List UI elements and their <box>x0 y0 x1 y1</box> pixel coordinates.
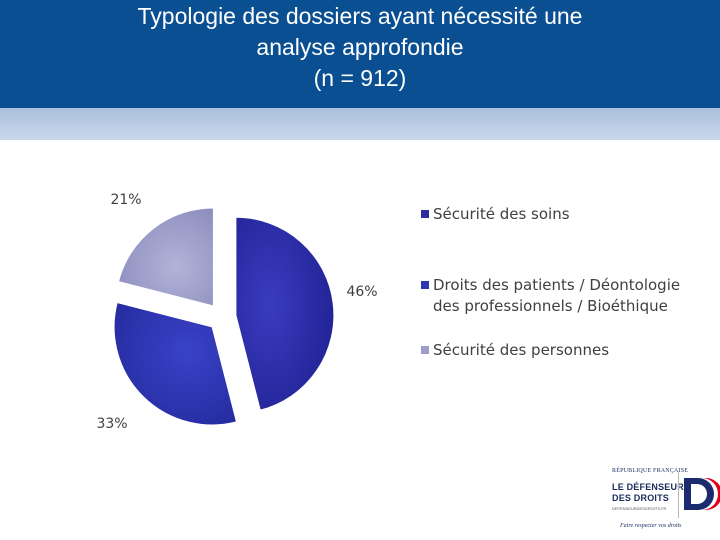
logo-divider <box>678 472 679 518</box>
legend-label-2-line-1: Droits des patients / Déontologie <box>433 276 680 294</box>
legend-swatch-1 <box>421 210 429 218</box>
defenseur-des-droits-logo: RÉPUBLIQUE FRANÇAISE LE DÉFENSEUR DES DR… <box>608 462 720 540</box>
legend-swatch-2 <box>421 281 429 289</box>
title-line-1: Typologie des dossiers ayant nécessité u… <box>137 3 583 29</box>
legend-label-3-line-1: Sécurité des personnes <box>433 341 609 359</box>
logo-tagline: Faire respecter vos droits <box>620 523 682 529</box>
logo-republique-francaise: RÉPUBLIQUE FRANÇAISE <box>612 468 689 474</box>
header-band <box>0 108 720 140</box>
title-line-2: analyse approfondie <box>256 34 464 60</box>
legend-label-2-line-2: des professionnels / Bioéthique <box>433 297 668 315</box>
slide-title: Typologie des dossiers ayant nécessité u… <box>0 0 720 94</box>
slice-label-2: 33% <box>96 416 127 432</box>
logo-url: DEFENSEURDESDROITS.FR <box>612 506 667 511</box>
title-line-3: (n = 912) <box>313 65 407 91</box>
logo-name-line-1: LE DÉFENSEUR <box>612 482 684 492</box>
slice-label-1: 46% <box>346 284 377 300</box>
pie-chart: 46% 33% 21% Sécurité des soins Droits des p… <box>96 192 680 432</box>
title-header <box>0 0 720 108</box>
pie-slice-1 <box>235 216 335 411</box>
legend-label-1-line-1: Sécurité des soins <box>433 205 570 223</box>
pie-slice-3 <box>117 207 214 307</box>
slice-label-3: 21% <box>110 192 141 208</box>
pie-slice-2 <box>113 301 238 426</box>
logo-name-line-2: DES DROITS <box>612 493 670 503</box>
logo-d-mark-icon <box>684 478 720 510</box>
legend-swatch-3 <box>421 346 429 354</box>
